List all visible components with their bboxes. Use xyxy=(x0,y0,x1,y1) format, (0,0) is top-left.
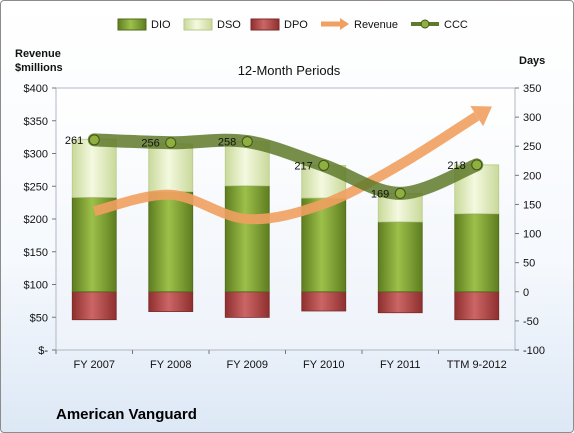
left-axis-title-line2: $millions xyxy=(15,62,63,74)
bar-dio xyxy=(71,197,117,293)
left-tick-label: $300 xyxy=(24,149,48,161)
left-axis-title-line1: Revenue xyxy=(15,48,61,60)
category-label: FY 2007 xyxy=(74,359,115,371)
ccc-marker xyxy=(394,187,406,199)
ccc-marker xyxy=(165,137,177,149)
right-tick-label: 200 xyxy=(523,170,541,182)
legend-swatch xyxy=(117,18,147,31)
bar-dio xyxy=(454,213,500,293)
plot-area: $- $50 $100 $150 $200 $250 $300 $350 $400 -100 -50… xyxy=(24,83,546,371)
legend-label: CCC xyxy=(444,19,468,31)
right-tick-label: -50 xyxy=(523,316,539,328)
left-tick-label: $250 xyxy=(24,181,48,193)
right-tick-label: 300 xyxy=(523,112,541,124)
bar-dpo xyxy=(301,291,347,312)
category-label: FY 2010 xyxy=(303,359,344,371)
right-tick-label: 50 xyxy=(523,258,535,270)
company-name: American Vanguard xyxy=(56,406,197,423)
right-tick-label: 100 xyxy=(523,229,541,241)
legend: DIO DSO DPO Revenue CCC xyxy=(117,18,468,31)
bar-dpo xyxy=(377,291,423,314)
left-tick-label: $350 xyxy=(24,116,48,128)
category-label: FY 2009 xyxy=(227,359,268,371)
left-tick-label: $50 xyxy=(30,312,48,324)
legend-label: DIO xyxy=(151,19,171,31)
right-tick-label: -100 xyxy=(523,345,545,357)
revenue-line xyxy=(93,111,480,225)
right-tick-label: 0 xyxy=(523,287,529,299)
category-label: FY 2008 xyxy=(150,359,191,371)
category-label: FY 2011 xyxy=(380,359,421,371)
ccc-marker xyxy=(241,136,253,148)
bar-dso xyxy=(148,143,194,193)
left-tick-label: $- xyxy=(38,345,48,357)
legend-item-revenue: Revenue xyxy=(321,18,398,31)
bar-dio xyxy=(377,221,423,293)
left-tick-label: $400 xyxy=(24,83,48,95)
ccc-marker xyxy=(88,134,100,146)
legend-swatch xyxy=(250,18,280,31)
ccc-data-label: 258 xyxy=(218,137,236,149)
right-tick-label: 150 xyxy=(523,199,541,211)
left-tick-label: $200 xyxy=(24,214,48,226)
category-label: TTM 9-2012 xyxy=(447,359,507,371)
bar-dio xyxy=(148,191,194,293)
ccc-data-label: 256 xyxy=(141,138,159,150)
left-tick-label: $100 xyxy=(24,280,48,292)
bar-dio xyxy=(224,185,270,293)
ccc-data-label: 169 xyxy=(371,188,389,200)
legend-swatch-marker xyxy=(420,19,430,29)
legend-item-dio: DIO xyxy=(117,18,171,31)
right-tick-label: 250 xyxy=(523,141,541,153)
legend-label: DSO xyxy=(217,19,241,31)
legend-item-dso: DSO xyxy=(183,18,241,31)
bar-dpo xyxy=(71,291,117,321)
ccc-data-label: 217 xyxy=(294,160,312,172)
bar-dpo xyxy=(454,291,500,321)
ccc-marker xyxy=(471,159,483,171)
ccc-data-label: 261 xyxy=(65,135,83,147)
legend-item-dpo: DPO xyxy=(250,18,308,31)
ccc-marker xyxy=(318,159,330,171)
legend-label: Revenue xyxy=(354,19,398,31)
legend-item-ccc: CCC xyxy=(411,19,468,31)
bar-dpo xyxy=(148,291,194,312)
legend-label: DPO xyxy=(284,19,308,31)
right-axis-title: Days xyxy=(519,55,545,67)
chart-title: 12-Month Periods xyxy=(238,63,341,78)
legend-swatch-arrow xyxy=(340,18,349,30)
ccc-data-label: 218 xyxy=(447,160,465,172)
bar-dso xyxy=(71,138,117,198)
right-tick-label: 350 xyxy=(523,83,541,95)
left-tick-label: $150 xyxy=(24,247,48,259)
revenue-arrowhead xyxy=(470,106,492,127)
bar-dpo xyxy=(224,291,270,318)
legend-swatch xyxy=(183,18,213,31)
